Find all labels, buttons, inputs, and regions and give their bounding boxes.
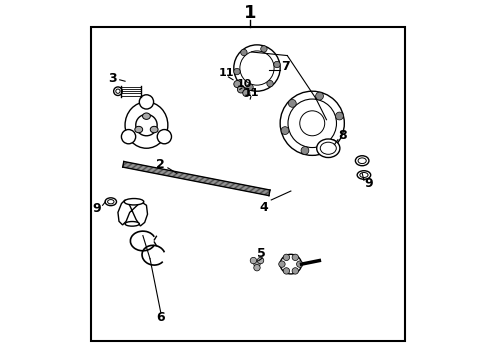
Ellipse shape [359,172,367,177]
Circle shape [113,87,122,95]
Ellipse shape [121,130,135,144]
Polygon shape [118,200,147,226]
Circle shape [260,46,266,52]
Ellipse shape [135,126,142,133]
Circle shape [233,68,240,75]
Circle shape [283,254,289,261]
Circle shape [327,139,335,147]
Ellipse shape [107,199,114,204]
Text: 1: 1 [243,4,256,22]
Ellipse shape [124,198,143,205]
Ellipse shape [105,198,116,206]
Circle shape [315,92,323,100]
Ellipse shape [136,114,157,136]
Text: 9: 9 [364,177,372,190]
Circle shape [296,261,303,267]
Ellipse shape [320,142,336,154]
Circle shape [281,127,288,135]
Circle shape [240,51,274,85]
Ellipse shape [280,254,301,274]
Circle shape [237,86,244,93]
Text: 11: 11 [218,68,233,78]
Circle shape [280,91,344,156]
Ellipse shape [150,126,158,133]
Bar [91,27,404,341]
Circle shape [253,265,260,271]
Text: 9: 9 [92,202,101,215]
Text: 5: 5 [257,247,265,260]
Circle shape [250,257,256,264]
Circle shape [273,61,280,68]
Ellipse shape [356,171,370,179]
Ellipse shape [355,156,368,166]
Ellipse shape [357,158,366,163]
Circle shape [283,268,289,274]
Circle shape [246,84,253,90]
Circle shape [240,49,246,56]
Circle shape [278,261,285,267]
Ellipse shape [139,95,153,109]
Text: 2: 2 [156,158,165,171]
Circle shape [116,89,120,93]
Circle shape [257,257,263,264]
Text: 6: 6 [156,311,164,324]
Ellipse shape [316,139,339,158]
Text: 10: 10 [236,79,252,89]
Circle shape [301,147,308,154]
Circle shape [291,254,298,261]
Ellipse shape [157,130,171,144]
Circle shape [242,89,249,96]
Text: 3: 3 [108,72,117,85]
Ellipse shape [125,102,167,148]
Text: 11: 11 [244,88,259,98]
Ellipse shape [142,113,150,120]
Ellipse shape [125,221,139,226]
Text: 8: 8 [338,129,346,142]
Circle shape [287,99,336,148]
Circle shape [233,45,280,91]
Circle shape [233,81,241,87]
Text: 4: 4 [259,201,268,213]
Circle shape [266,80,273,87]
Circle shape [335,112,343,120]
Text: 7: 7 [281,60,289,73]
Circle shape [253,261,260,267]
Circle shape [288,99,296,107]
Circle shape [299,111,324,136]
Circle shape [291,268,298,274]
